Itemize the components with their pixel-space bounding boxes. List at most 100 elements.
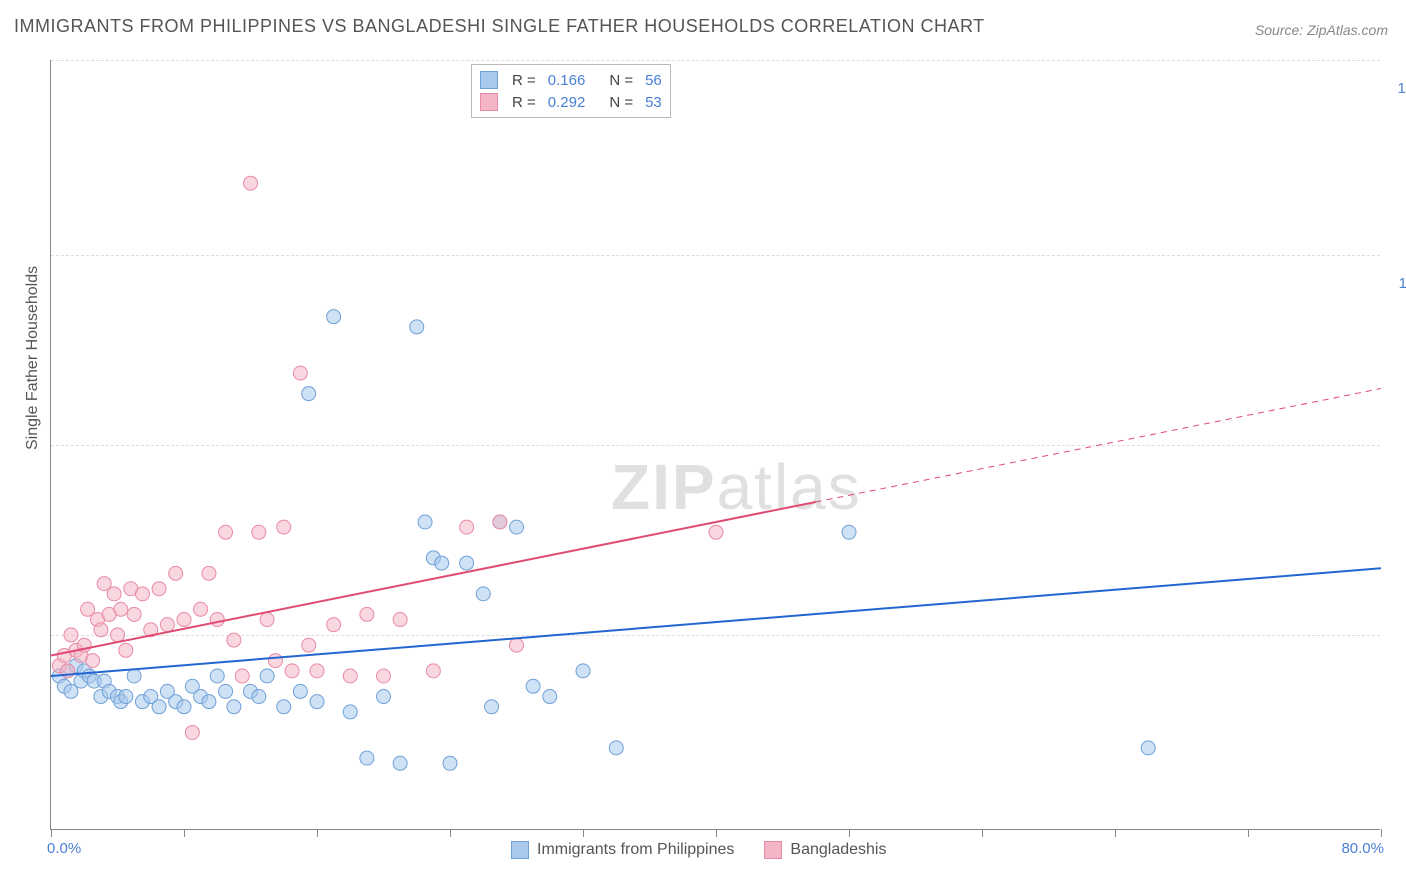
y-axis-label: Single Father Households xyxy=(24,266,42,450)
scatter-point xyxy=(119,690,133,704)
trend-line-dashed xyxy=(816,389,1381,502)
scatter-point xyxy=(609,741,623,755)
scatter-point xyxy=(343,705,357,719)
scatter-point xyxy=(227,700,241,714)
scatter-point xyxy=(360,751,374,765)
scatter-point xyxy=(510,638,524,652)
scatter-point xyxy=(135,587,149,601)
legend-label: Bangladeshis xyxy=(790,841,886,859)
scatter-point xyxy=(485,700,499,714)
scatter-point xyxy=(114,602,128,616)
scatter-point xyxy=(219,525,233,539)
scatter-point xyxy=(111,628,125,642)
scatter-point xyxy=(343,669,357,683)
scatter-point xyxy=(526,679,540,693)
scatter-point xyxy=(152,700,166,714)
scatter-point xyxy=(252,690,266,704)
scatter-point xyxy=(119,643,133,657)
scatter-point xyxy=(185,725,199,739)
x-tick xyxy=(1115,829,1116,837)
scatter-point xyxy=(268,654,282,668)
chart-source: Source: ZipAtlas.com xyxy=(1255,22,1388,38)
scatter-point xyxy=(293,366,307,380)
scatter-point xyxy=(202,695,216,709)
x-tick xyxy=(317,829,318,837)
scatter-point xyxy=(260,669,274,683)
scatter-point xyxy=(235,669,249,683)
scatter-point xyxy=(576,664,590,678)
scatter-point xyxy=(285,664,299,678)
x-tick xyxy=(982,829,983,837)
scatter-point xyxy=(202,566,216,580)
scatter-point xyxy=(260,613,274,627)
y-tick-label: 3.8% xyxy=(1385,655,1406,672)
scatter-point xyxy=(177,700,191,714)
legend-item: Bangladeshis xyxy=(764,841,886,859)
scatter-point xyxy=(127,669,141,683)
scatter-point xyxy=(152,582,166,596)
scatter-point xyxy=(293,684,307,698)
x-tick xyxy=(51,829,52,837)
scatter-point xyxy=(476,587,490,601)
x-tick xyxy=(716,829,717,837)
scatter-point xyxy=(302,638,316,652)
scatter-point xyxy=(310,664,324,678)
x-axis-min-label: 0.0% xyxy=(47,840,81,857)
scatter-point xyxy=(426,664,440,678)
scatter-point xyxy=(435,556,449,570)
y-tick-label: 11.2% xyxy=(1385,275,1406,292)
scatter-point xyxy=(302,387,316,401)
scatter-point xyxy=(169,566,183,580)
scatter-point xyxy=(177,613,191,627)
scatter-point xyxy=(107,587,121,601)
trend-line xyxy=(51,568,1381,676)
x-axis-max-label: 80.0% xyxy=(1341,840,1384,857)
plot-area: ZIPatlas 3.8%7.5%11.2%15.0% 0.0% 80.0% R… xyxy=(50,60,1380,830)
scatter-point xyxy=(460,520,474,534)
scatter-point xyxy=(493,515,507,529)
x-tick xyxy=(184,829,185,837)
x-tick xyxy=(1381,829,1382,837)
scatter-point xyxy=(410,320,424,334)
scatter-point xyxy=(327,618,341,632)
x-tick xyxy=(849,829,850,837)
scatter-point xyxy=(377,690,391,704)
scatter-point xyxy=(219,684,233,698)
scatter-point xyxy=(393,613,407,627)
scatter-point xyxy=(277,700,291,714)
scatter-point xyxy=(160,618,174,632)
scatter-point xyxy=(127,607,141,621)
scatter-point xyxy=(418,515,432,529)
scatter-point xyxy=(510,520,524,534)
legend-item: Immigrants from Philippines xyxy=(511,841,734,859)
trend-line xyxy=(51,502,816,655)
scatter-point xyxy=(310,695,324,709)
scatter-plot-svg xyxy=(51,60,1380,829)
scatter-point xyxy=(360,607,374,621)
legend-swatch xyxy=(511,841,529,859)
scatter-point xyxy=(210,613,224,627)
y-tick-label: 7.5% xyxy=(1385,465,1406,482)
scatter-point xyxy=(543,690,557,704)
scatter-point xyxy=(327,310,341,324)
x-tick xyxy=(583,829,584,837)
y-tick-label: 15.0% xyxy=(1385,80,1406,97)
legend-swatch xyxy=(764,841,782,859)
legend-label: Immigrants from Philippines xyxy=(537,841,734,859)
scatter-point xyxy=(709,525,723,539)
scatter-point xyxy=(393,756,407,770)
chart-title: IMMIGRANTS FROM PHILIPPINES VS BANGLADES… xyxy=(14,16,985,37)
scatter-point xyxy=(194,602,208,616)
scatter-point xyxy=(64,628,78,642)
scatter-point xyxy=(377,669,391,683)
scatter-point xyxy=(244,176,258,190)
x-tick xyxy=(1248,829,1249,837)
scatter-point xyxy=(94,623,108,637)
scatter-point xyxy=(86,654,100,668)
scatter-point xyxy=(210,669,224,683)
legend-series: Immigrants from Philippines Bangladeshis xyxy=(511,841,886,859)
scatter-point xyxy=(227,633,241,647)
scatter-point xyxy=(252,525,266,539)
scatter-point xyxy=(443,756,457,770)
scatter-point xyxy=(1141,741,1155,755)
